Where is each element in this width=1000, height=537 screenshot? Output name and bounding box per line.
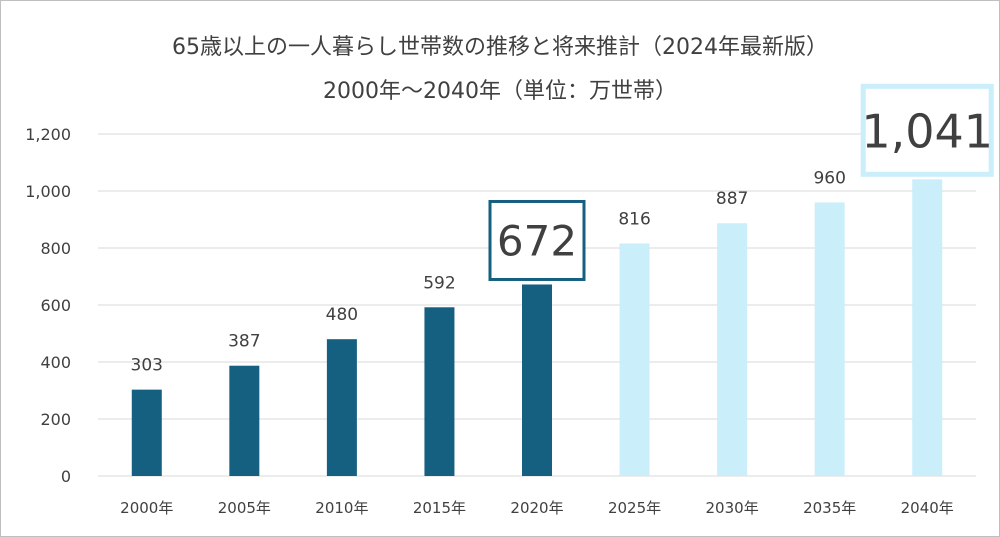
highlight-box bbox=[860, 83, 994, 177]
category-label: 2000年 bbox=[120, 499, 173, 517]
value-label: 480 bbox=[326, 305, 358, 325]
y-tick-label: 400 bbox=[40, 353, 71, 372]
bar bbox=[326, 339, 357, 476]
y-tick-label: 1,000 bbox=[25, 182, 71, 201]
value-label: 592 bbox=[423, 273, 455, 293]
category-label: 2030年 bbox=[706, 499, 759, 517]
bar bbox=[619, 243, 650, 476]
category-label: 2005年 bbox=[218, 499, 271, 517]
y-tick-label: 800 bbox=[40, 239, 71, 258]
bar bbox=[424, 307, 455, 476]
value-label: 387 bbox=[228, 332, 260, 352]
value-label: 960 bbox=[813, 168, 845, 188]
value-label-highlight: 672 bbox=[497, 216, 577, 265]
bar bbox=[131, 389, 162, 476]
bar bbox=[814, 202, 845, 476]
value-label: 816 bbox=[618, 209, 650, 229]
category-label: 2040年 bbox=[901, 499, 954, 517]
category-label: 2015年 bbox=[413, 499, 466, 517]
category-label: 2010年 bbox=[315, 499, 368, 517]
y-tick-label: 1,200 bbox=[25, 125, 71, 144]
chart-title: 65歳以上の一人暮らし世帯数の推移と将来推計（2024年最新版） bbox=[172, 35, 828, 60]
chart-subtitle: 2000年〜2040年（単位：万世帯） bbox=[323, 79, 677, 104]
category-label: 2035年 bbox=[803, 499, 856, 517]
y-tick-label: 600 bbox=[40, 296, 71, 315]
y-tick-label: 200 bbox=[40, 410, 71, 429]
bar bbox=[229, 365, 260, 476]
category-label: 2025年 bbox=[608, 499, 661, 517]
bar bbox=[717, 223, 748, 476]
bar bbox=[522, 284, 552, 476]
value-label-highlight: 1,041 bbox=[861, 104, 993, 158]
value-label: 887 bbox=[716, 189, 748, 209]
category-label: 2020年 bbox=[510, 499, 563, 517]
y-tick-label: 0 bbox=[61, 467, 71, 486]
bar bbox=[912, 179, 943, 476]
highlight-box bbox=[488, 199, 586, 281]
value-label: 303 bbox=[131, 356, 163, 376]
